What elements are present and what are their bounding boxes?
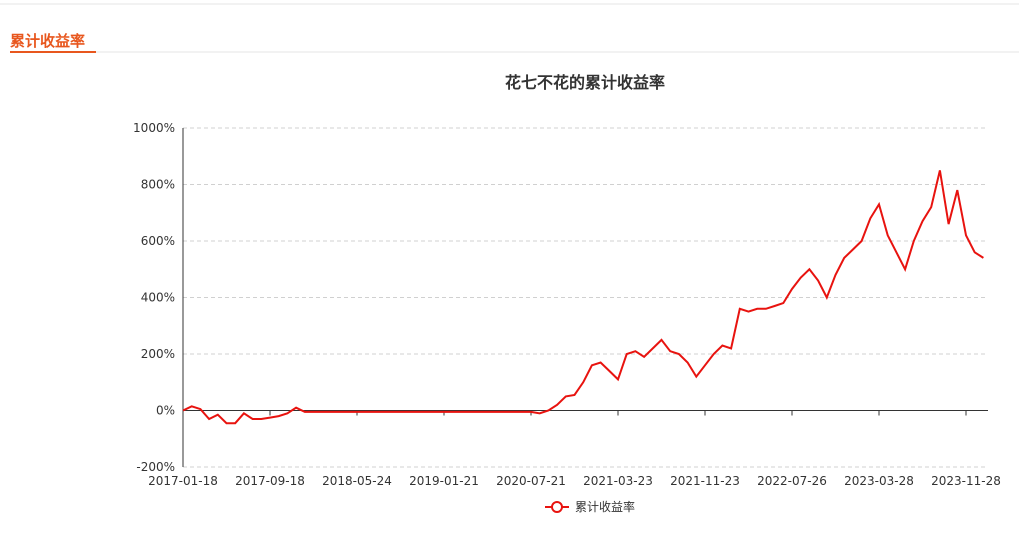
y-tick-label: 800% bbox=[141, 178, 175, 192]
x-tick-label: 2020-07-21 bbox=[496, 474, 566, 488]
legend-marker bbox=[551, 501, 563, 513]
x-tick-label: 2021-03-23 bbox=[583, 474, 653, 488]
x-tick-label: 2017-09-18 bbox=[235, 474, 305, 488]
y-tick-label: 1000% bbox=[133, 121, 175, 135]
x-tick-label: 2023-11-28 bbox=[931, 474, 1001, 488]
y-tick-label: 400% bbox=[141, 291, 175, 305]
y-tick-label: 200% bbox=[141, 347, 175, 361]
plot: -200% 0% 200% 400% 600% 800% 1000% 2017-01-18 20… bbox=[133, 121, 1001, 514]
chart-title: 花七不花的累计收益率 bbox=[505, 73, 665, 92]
series-line bbox=[182, 170, 984, 425]
y-tick-label: 600% bbox=[141, 234, 175, 248]
legend-label: 累计收益率 bbox=[575, 499, 635, 514]
y-tick-label: 0% bbox=[156, 404, 175, 418]
x-tick-label: 2022-07-26 bbox=[757, 474, 827, 488]
x-tick-label: 2023-03-28 bbox=[844, 474, 914, 488]
x-tick-label: 2021-11-23 bbox=[670, 474, 740, 488]
x-tick-label: 2017-01-18 bbox=[148, 474, 218, 488]
x-tick-label: 2018-05-24 bbox=[322, 474, 392, 488]
x-tick-label: 2019-01-21 bbox=[409, 474, 479, 488]
y-tick-label: -200% bbox=[136, 460, 175, 474]
section-title: 累计收益率 bbox=[10, 32, 85, 50]
